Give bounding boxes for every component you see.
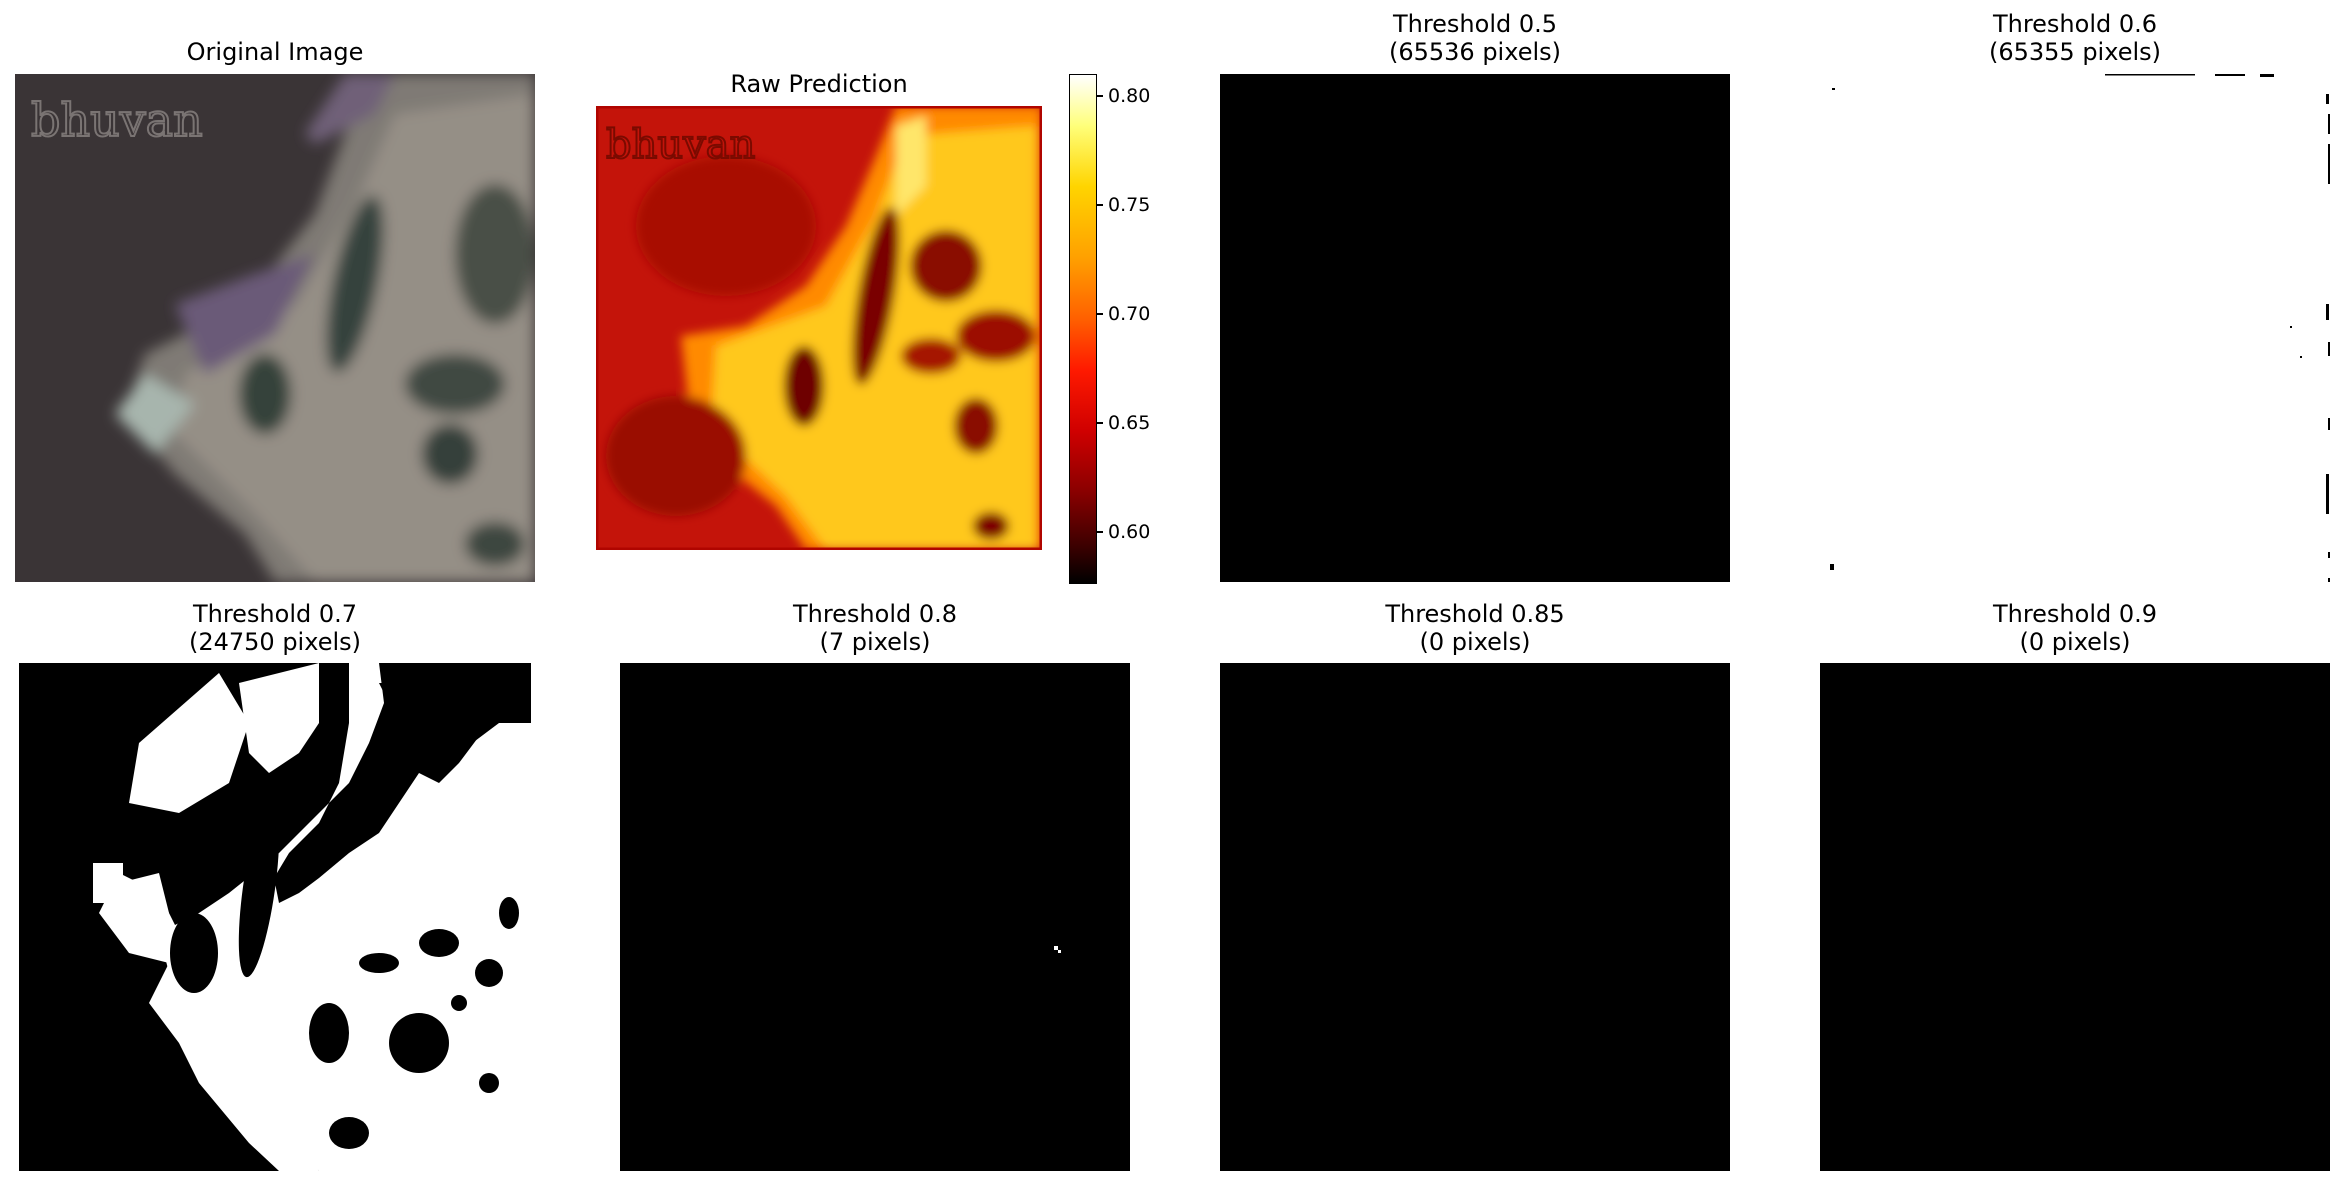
panel-title-threshold-0-5: Threshold 0.5 (65536 pixels) (1220, 10, 1730, 66)
original-image: bhuvan (15, 74, 535, 582)
threshold-mask-0-9 (1820, 663, 2330, 1171)
colorbar-tick-label: 0.75 (1108, 194, 1151, 216)
panel-title-threshold-0-6: Threshold 0.6 (65355 pixels) (1820, 10, 2330, 66)
panel-title-line1: Threshold 0.9 (1992, 600, 2158, 628)
panel-title-line2: (7 pixels) (819, 628, 931, 656)
panel-title-line1: Threshold 0.7 (192, 600, 358, 628)
colorbar-tickmark (1096, 313, 1103, 315)
panel-title-raw: Raw Prediction (596, 70, 1042, 98)
panel-title-threshold-0-8: Threshold 0.8 (7 pixels) (620, 600, 1130, 656)
panel-title-line2: (24750 pixels) (188, 628, 361, 656)
panel-title-line1: Threshold 0.8 (792, 600, 958, 628)
panel-title-threshold-0-9: Threshold 0.9 (0 pixels) (1820, 600, 2330, 656)
panel-title-line1: Threshold 0.5 (1392, 10, 1558, 38)
colorbar-tick-label: 0.65 (1108, 412, 1151, 434)
panel-title-line2: (65355 pixels) (1988, 38, 2161, 66)
panel-title-line2: (65536 pixels) (1388, 38, 1561, 66)
panel-title-line2: (0 pixels) (2019, 628, 2131, 656)
panel-title-line1: Original Image (186, 38, 364, 66)
threshold-mask-0-6 (1820, 74, 2330, 582)
colorbar (1069, 74, 1097, 584)
colorbar-tick-label: 0.60 (1108, 521, 1151, 543)
raw-prediction-heatmap: bhuvan (596, 106, 1042, 550)
panel-title-threshold-0-85: Threshold 0.85 (0 pixels) (1220, 600, 1730, 656)
colorbar-tickmark (1096, 95, 1103, 97)
panel-title-line2: (0 pixels) (1419, 628, 1531, 656)
colorbar-tickmark (1096, 204, 1103, 206)
panel-title-line1: Threshold 0.6 (1992, 10, 2158, 38)
threshold-mask-0-8 (620, 663, 1130, 1171)
colorbar-tick-label: 0.80 (1108, 85, 1151, 107)
threshold-mask-0-7 (19, 663, 531, 1171)
panel-title-original: Original Image (15, 38, 535, 66)
threshold-mask-0-5 (1220, 74, 1730, 582)
colorbar-tickmark (1096, 531, 1103, 533)
panel-title-line1: Threshold 0.85 (1385, 600, 1565, 628)
watermark-text: bhuvan (31, 93, 203, 147)
panel-title-line1: Raw Prediction (730, 70, 908, 98)
colorbar-tick-label: 0.70 (1108, 303, 1151, 325)
threshold-mask-0-85 (1220, 663, 1730, 1171)
watermark-text-prediction: bhuvan (606, 122, 755, 168)
colorbar-tickmark (1096, 422, 1103, 424)
panel-title-threshold-0-7: Threshold 0.7 (24750 pixels) (19, 600, 531, 656)
